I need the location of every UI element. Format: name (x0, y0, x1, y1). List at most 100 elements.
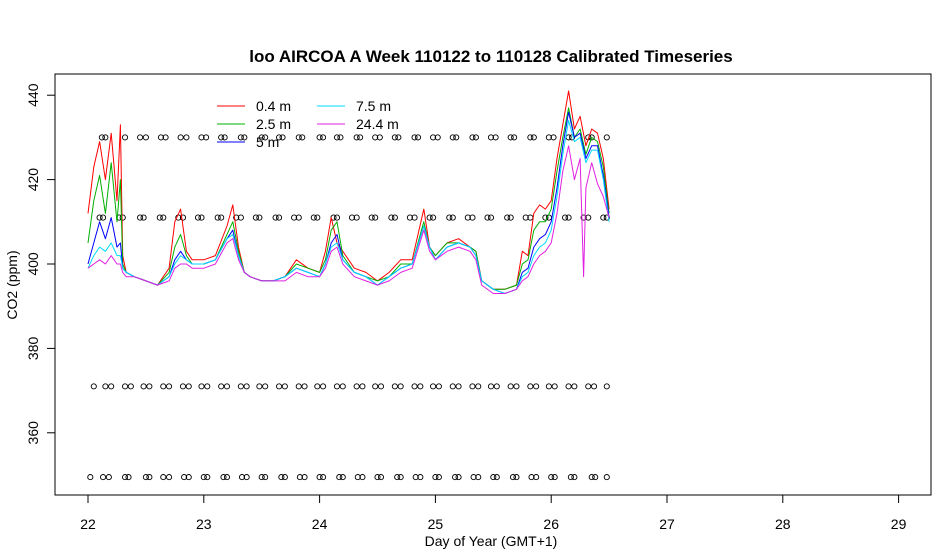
reference-point (453, 134, 460, 141)
reference-point (281, 383, 288, 390)
reference-point (90, 383, 97, 390)
reference-point (221, 134, 228, 141)
reference-point (279, 134, 286, 141)
reference-point (372, 214, 379, 221)
reference-point (179, 383, 187, 390)
reference-point (354, 474, 361, 481)
reference-point (204, 383, 211, 390)
reference-point (397, 474, 404, 481)
reference-point (504, 214, 511, 221)
reference-point (125, 474, 132, 481)
reference-point (157, 134, 165, 141)
reference-point (156, 214, 163, 221)
reference-point (472, 134, 479, 141)
reference-point (368, 214, 375, 221)
reference-point (252, 214, 259, 221)
reference-point (585, 214, 592, 221)
reference-point (100, 214, 107, 221)
x-tick-label: 26 (543, 516, 559, 532)
reference-point (241, 134, 248, 141)
reference-point (291, 214, 298, 221)
reference-point (272, 214, 279, 221)
reference-point (179, 214, 187, 221)
reference-point (102, 383, 109, 390)
reference-point (295, 383, 302, 390)
reference-point (469, 383, 476, 390)
reference-point (122, 474, 129, 481)
reference-point (299, 134, 306, 141)
y-axis: 360 380 400 420 440 (25, 83, 56, 444)
reference-point (565, 214, 572, 221)
reference-point (528, 474, 535, 481)
reference-point (339, 383, 346, 390)
legend-label: 0.4 m (256, 98, 291, 114)
reference-point (353, 134, 360, 141)
reference-point (493, 474, 500, 481)
reference-point (204, 474, 211, 481)
reference-point (435, 474, 442, 481)
reference-point (98, 134, 105, 141)
reference-point (435, 383, 442, 390)
reference-point (220, 474, 227, 481)
reference-point (527, 134, 534, 141)
reference-point (359, 474, 366, 481)
reference-point (585, 383, 592, 390)
reference-point (571, 474, 578, 481)
reference-point (391, 383, 398, 390)
reference-point (185, 383, 192, 390)
reference-point (372, 134, 379, 141)
x-axis-label: Day of Year (GMT+1) (425, 533, 558, 549)
reference-point (105, 474, 112, 481)
series-line-24-4-m (87, 145, 610, 294)
reference-point (509, 474, 517, 481)
reference-point (527, 383, 534, 390)
reference-point (449, 134, 456, 141)
reference-point (214, 214, 221, 221)
reference-point (513, 474, 520, 481)
reference-point (603, 474, 610, 481)
reference-point (140, 214, 147, 221)
reference-point (391, 214, 398, 221)
reference-point (507, 383, 514, 390)
reference-point (359, 383, 366, 390)
reference-point (455, 383, 462, 390)
x-tick-label: 28 (775, 516, 791, 532)
reference-point (237, 134, 244, 141)
reference-point (127, 383, 134, 390)
reference-point (446, 214, 453, 221)
reference-point (336, 474, 343, 481)
reference-point (551, 474, 558, 481)
reference-point (434, 134, 441, 141)
x-tick-label: 24 (312, 516, 328, 532)
reference-point (603, 214, 610, 221)
reference-point (160, 214, 167, 221)
reference-point (333, 134, 341, 141)
reference-point (301, 474, 308, 481)
reference-point (550, 134, 557, 141)
reference-point (395, 134, 402, 141)
reference-point (218, 383, 225, 390)
x-axis: 22 23 24 25 26 27 28 29 (80, 494, 907, 532)
reference-point (464, 214, 471, 221)
reference-point (487, 214, 495, 221)
reference-point (580, 214, 587, 221)
reference-point (314, 214, 321, 221)
reference-point (411, 134, 418, 141)
reference-point (475, 474, 482, 481)
reference-point (262, 134, 269, 141)
reference-point (177, 134, 184, 141)
reference-point (100, 474, 107, 481)
reference-point (278, 474, 285, 481)
reference-point (545, 383, 552, 390)
reference-point (142, 134, 149, 141)
reference-point (603, 383, 610, 390)
reference-point (590, 383, 598, 390)
reference-point (452, 474, 459, 481)
reference-point (276, 214, 283, 221)
reference-point (432, 474, 439, 481)
reference-point (185, 474, 192, 481)
x-tick-label: 27 (659, 516, 675, 532)
reference-point (258, 134, 265, 141)
reference-point (490, 474, 497, 481)
